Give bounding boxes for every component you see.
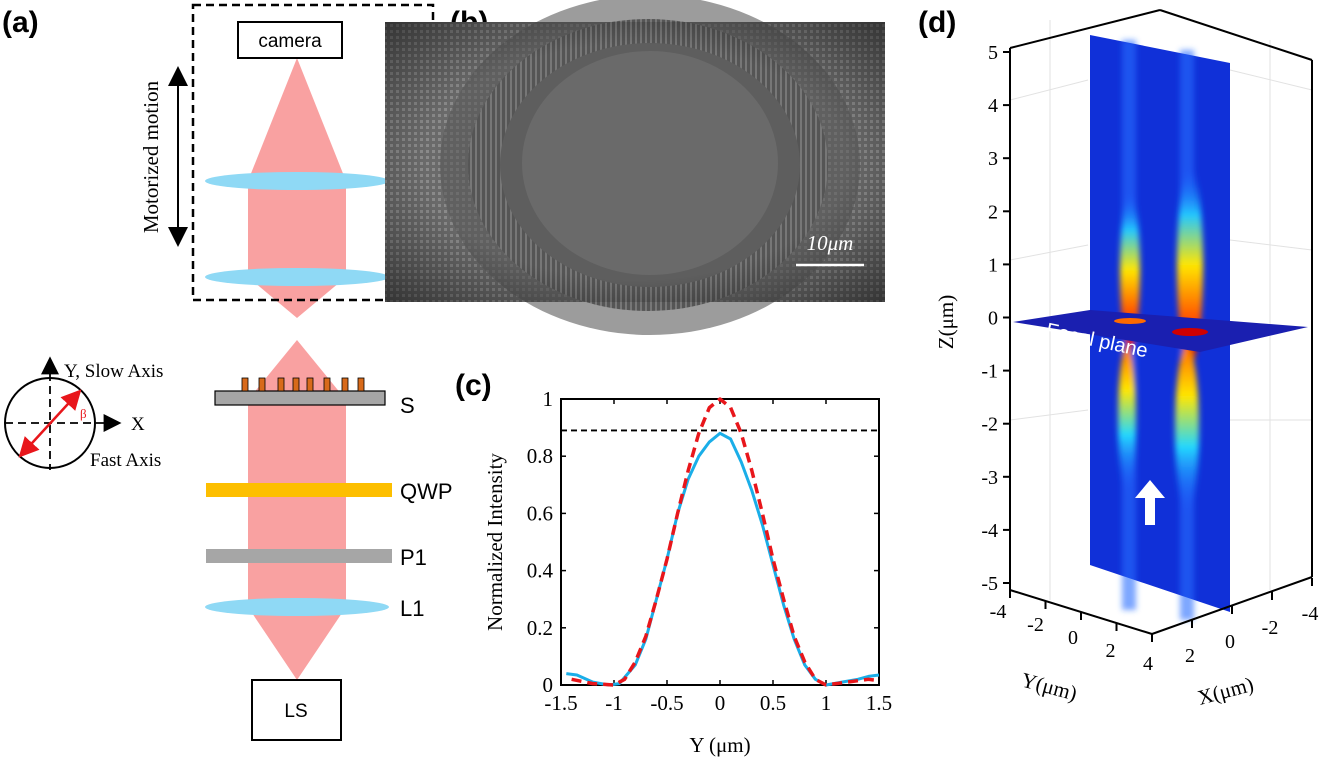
beta-label: β	[80, 406, 87, 421]
focus-lobe-right	[1177, 165, 1203, 365]
light-source-label: LS	[284, 701, 307, 722]
panel-a-tag: (a)	[2, 6, 39, 39]
propagation-arrow-icon	[1135, 480, 1165, 525]
panel-d-tag: (d)	[918, 6, 956, 39]
x-tick-label: 1	[821, 691, 832, 715]
slow-axis-label: Y, Slow Axis	[64, 361, 163, 382]
x-tick-label: -1.5	[544, 691, 577, 715]
x-axis-title: Y (μm)	[689, 733, 750, 757]
3d-tick-labels: 5 4 3 2 1 0 -1 -2 -3 -4 -5 -4 -2 0 2 4 2 0 -2 -4	[981, 42, 1318, 675]
light-source-box	[251, 679, 342, 741]
polarizer-P1	[206, 549, 392, 563]
y-tick-label: 0.4	[527, 559, 554, 583]
fast-axis-label: Fast Axis	[90, 450, 161, 471]
focal-plane	[1013, 310, 1308, 352]
motion-label: Motorized motion	[139, 80, 163, 233]
y-tick-label: 0.8	[527, 444, 553, 468]
quarter-wave-plate	[206, 483, 392, 497]
polarization-inset: β Y, Slow Axis X Fast Axis	[4, 356, 163, 471]
y-tick-label-3d: -4	[990, 601, 1007, 623]
z-tick-label: -3	[981, 467, 998, 489]
y-tick-label-3d: 4	[1143, 653, 1153, 675]
panel-c-tag: (c)	[455, 369, 492, 402]
x-tick-label-3d: -4	[1302, 603, 1319, 625]
z-axis-title: Z(μm)	[934, 295, 958, 349]
y-tick-label: 0	[543, 673, 554, 697]
z-tick-label: 4	[988, 95, 998, 117]
z-tick-label: -2	[981, 414, 998, 436]
y-axis-title-3d: Y(μm)	[1019, 668, 1080, 706]
y-tick-label-3d: -2	[1027, 614, 1044, 636]
x-tick-label: 0.5	[760, 691, 786, 715]
z-tick-label: 2	[988, 201, 998, 223]
z-tick-label: 1	[988, 254, 998, 276]
plot-frame	[560, 398, 880, 686]
camera-box	[237, 21, 343, 59]
x-axis-label: X	[131, 414, 145, 435]
x-tick-label-3d: -2	[1262, 617, 1279, 639]
laser-beam	[248, 58, 346, 680]
z-tick-label: 3	[988, 148, 998, 170]
x-tick-label-3d: 0	[1225, 631, 1235, 653]
series-0-line	[566, 431, 880, 687]
3d-axes	[1009, 9, 1313, 635]
label-L1: L1	[400, 596, 424, 621]
y-tick-label: 0.2	[527, 616, 553, 640]
lens-L3	[205, 172, 389, 190]
lens-L1	[205, 598, 389, 616]
x-axis-title-3d: X(μm)	[1195, 672, 1256, 710]
y-tick-label: 1	[543, 387, 554, 411]
panel-a-setup: (a) camera Motorized motion	[2, 3, 453, 741]
camera-label: camera	[258, 31, 322, 52]
z-tick-label: -1	[981, 361, 998, 383]
z-tick-label: -5	[981, 573, 998, 595]
polarization-arrow-icon	[18, 389, 82, 458]
scale-bar-label: 10μm	[807, 231, 854, 255]
y-tick-label: 0.6	[527, 501, 553, 525]
3d-grid	[1009, 20, 1313, 600]
y-axis-title: Normalized Intensity	[483, 453, 507, 631]
x-tick-label: 0	[715, 691, 726, 715]
z-tick-label: -4	[981, 520, 998, 542]
plot-lines	[561, 397, 880, 687]
series-1-line	[571, 397, 880, 687]
label-QWP: QWP	[400, 479, 453, 504]
motorized-stage-box	[191, 3, 435, 302]
lens-L2	[205, 268, 389, 286]
y-tick-label-3d: 0	[1068, 627, 1078, 649]
panel-b-micrograph: (b) 10μm	[385, 0, 885, 335]
z-tick-label: 5	[988, 42, 998, 64]
x-tick-label: -1	[605, 691, 623, 715]
axis-ticks: -1.5 -1 -0.5 0 0.5 1 1.5 0 0.2 0.4 0.6 0.8 1	[527, 387, 892, 715]
z-tick-label: 0	[988, 308, 998, 330]
label-S: S	[400, 393, 415, 418]
x-tick-label: -0.5	[650, 691, 683, 715]
y-tick-label-3d: 2	[1106, 640, 1116, 662]
panel-c-chart: (c) -1.5 -1 -0.5 0 0.5 1 1.5 0 0.2 0.4 0.6 0.8 1 Y (…	[455, 369, 892, 757]
label-P1: P1	[400, 545, 427, 570]
sample-metasurface	[214, 377, 386, 406]
focus-lobe-left	[1120, 190, 1140, 350]
x-tick-label-3d: 2	[1185, 645, 1195, 667]
x-tick-label: 1.5	[866, 691, 892, 715]
